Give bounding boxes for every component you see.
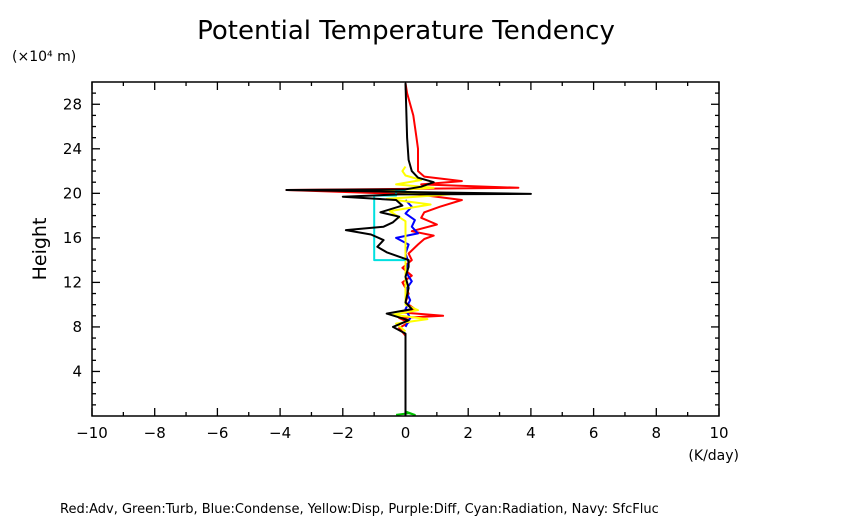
- plot-frame: [91, 81, 720, 417]
- x-tick-label: −6: [206, 424, 228, 442]
- x-tick-label: −8: [144, 424, 166, 442]
- chart-title: Potential Temperature Tendency: [197, 16, 615, 46]
- series-line-1: [395, 410, 416, 416]
- y-unit-label: (×10⁴ m): [12, 49, 76, 65]
- legend-text: Red:Adv, Green:Turb, Blue:Condense, Yell…: [60, 502, 659, 517]
- series-line-5: [285, 83, 532, 416]
- x-tick-label: 4: [526, 424, 536, 442]
- y-tick-label: 8: [72, 318, 82, 336]
- x-tick-label: −4: [269, 424, 291, 442]
- x-tick-label: −2: [332, 424, 354, 442]
- y-tick-label: 28: [63, 95, 82, 113]
- x-tick-label: 8: [652, 424, 662, 442]
- x-tick-label: 10: [709, 424, 728, 442]
- x-tick-label: 2: [463, 424, 473, 442]
- y-axis-label: Height: [29, 218, 51, 281]
- y-tick-label: 12: [63, 273, 82, 291]
- y-tick-label: 20: [63, 184, 82, 202]
- x-tick-label: 6: [589, 424, 599, 442]
- series-line-3: [376, 166, 451, 333]
- y-tick-label: 4: [72, 362, 82, 380]
- x-tick-label: −10: [76, 424, 108, 442]
- y-tick-label: 24: [63, 140, 82, 158]
- series-line-0: [285, 82, 520, 416]
- x-unit-label: (K/day): [688, 448, 739, 464]
- y-tick-label: 16: [63, 229, 82, 247]
- series-layer: [285, 82, 532, 416]
- x-tick-label: 0: [401, 424, 411, 442]
